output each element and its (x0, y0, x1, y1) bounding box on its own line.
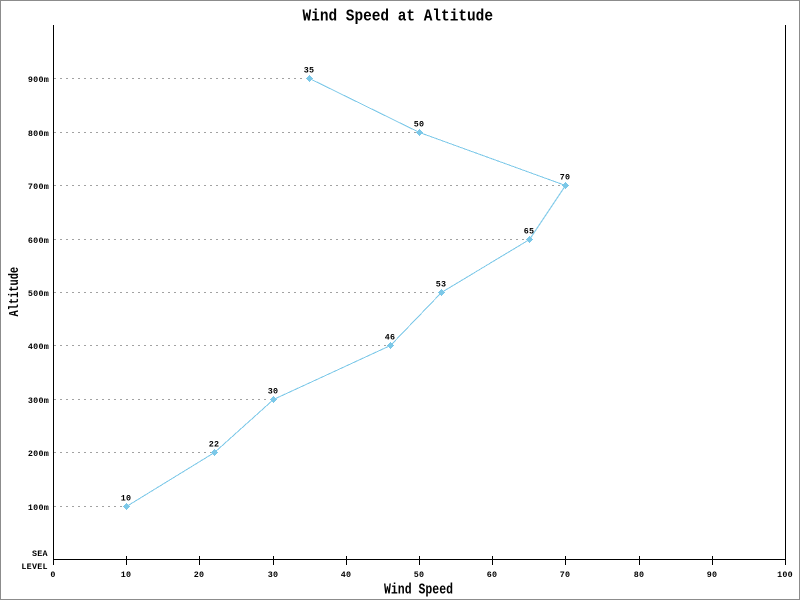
svg-text:0: 0 (50, 570, 55, 580)
svg-text:100m: 100m (28, 503, 49, 513)
svg-text:53: 53 (436, 280, 447, 290)
svg-text:50: 50 (414, 120, 425, 130)
svg-text:46: 46 (385, 333, 396, 343)
svg-text:500m: 500m (28, 289, 49, 299)
svg-text:80: 80 (634, 570, 645, 580)
svg-text:60: 60 (487, 570, 498, 580)
svg-text:900m: 900m (28, 75, 49, 85)
svg-text:90: 90 (707, 570, 718, 580)
svg-text:300m: 300m (28, 396, 49, 406)
svg-text:Wind Speed at Altitude: Wind Speed at Altitude (303, 8, 494, 27)
svg-text:10: 10 (121, 494, 132, 504)
svg-text:30: 30 (268, 570, 279, 580)
svg-text:65: 65 (524, 227, 535, 237)
svg-text:20: 20 (194, 570, 205, 580)
svg-text:35: 35 (304, 66, 315, 76)
svg-text:Wind Speed: Wind Speed (384, 583, 453, 599)
svg-text:70: 70 (560, 570, 571, 580)
svg-text:600m: 600m (28, 236, 49, 246)
svg-text:30: 30 (268, 387, 279, 397)
svg-text:700m: 700m (28, 182, 49, 192)
svg-text:800m: 800m (28, 129, 49, 139)
svg-text:SEA: SEA (32, 549, 49, 559)
svg-text:22: 22 (209, 440, 220, 450)
svg-text:Altitude: Altitude (7, 267, 23, 317)
svg-text:400m: 400m (28, 342, 49, 352)
svg-text:200m: 200m (28, 449, 49, 459)
svg-text:10: 10 (121, 570, 132, 580)
svg-text:100: 100 (777, 570, 793, 580)
svg-text:70: 70 (560, 173, 571, 183)
svg-text:LEVEL: LEVEL (21, 562, 47, 572)
svg-text:50: 50 (414, 570, 425, 580)
svg-text:40: 40 (341, 570, 352, 580)
